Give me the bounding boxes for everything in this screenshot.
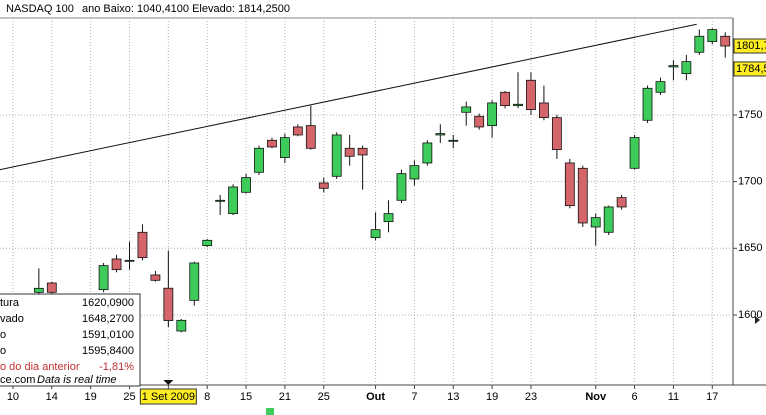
info-label: tura [0,297,20,309]
candle-body [228,186,239,215]
candle-body [98,265,109,291]
candle-body [189,262,200,301]
x-tick-label: 19 [85,391,97,403]
candle-body [370,229,381,239]
candle-body [305,125,316,149]
candle-body [46,282,57,293]
candle-body [513,103,523,107]
candle-body [655,81,666,93]
candle-body [202,239,213,247]
info-value: -1,81% [99,361,134,373]
candle-body [448,139,459,142]
info-label: o do dia anterior [0,361,80,373]
candle-body [435,133,446,136]
candle-body [254,147,264,173]
candle-body [461,106,472,113]
x-tick-label: 21 [279,391,291,403]
y-tick-label: 1600 [738,309,762,321]
candle-body [124,259,135,262]
info-value: 1595,8400 [82,345,134,357]
y-tick-label: 1750 [738,109,762,121]
x-tick-label: 23 [525,391,537,403]
candle-body [409,165,420,180]
candle-body [551,117,562,151]
x-tick-label: 17 [706,391,718,403]
chart-title: NASDAQ 100 [6,3,74,15]
chart-subtitle: ano Baixo: 1040,4100 Elevado: 1814,2500 [82,3,290,15]
info-value: 1591,0100 [82,329,134,341]
trend-line [0,23,697,171]
info-label: o [0,345,6,357]
info-box-frame [0,293,141,387]
candle-body [241,177,251,193]
x-tick-label: 15 [240,391,252,403]
x-tick-label: 6 [632,391,638,403]
candle-body [150,274,161,281]
candle-body [344,147,355,157]
info-label: o [0,329,6,341]
candle-body [422,142,433,164]
candle-body [357,147,368,156]
candle-body [318,182,329,189]
candle-body [280,137,290,159]
x-tick-label: 11 [668,391,679,403]
candle-body [267,139,277,148]
price-tag-label: 1784,5 [736,63,766,75]
x-tick-label: 1 Set 2009 [142,391,195,403]
candle-body [590,217,601,228]
candle-body [681,61,692,75]
x-tick-label: 14 [46,391,58,403]
candle-body [539,102,549,119]
candle-body [331,134,342,177]
info-label: vado [0,313,24,325]
x-tick-label: 10 [7,391,19,403]
candle-body [694,35,705,53]
x-tick-pointer [163,380,174,385]
candle-body [642,87,653,121]
candle-body [526,79,536,111]
info-value: 1620,0900 [82,297,134,309]
candle-body [603,206,614,233]
candle-body [111,258,122,271]
x-tick-label: 13 [447,391,459,403]
info-box: tura 1620,0900 vado 1648,2700 o 1591,0100 o 159… [0,293,141,387]
candle-body [577,167,588,224]
scroll-handle[interactable] [266,408,274,415]
candle-body [176,319,187,332]
x-tick-label: Out [366,391,385,403]
candle-body [474,115,485,128]
candle-body [33,287,44,293]
candle-body [396,173,407,201]
x-tick-highlight [139,388,197,405]
y-tick-label: 1650 [738,242,762,254]
y-tick-label: 1700 [738,176,762,188]
candle-body [292,126,303,136]
candle-body [215,199,226,202]
candle-body [616,197,627,208]
info-value: 1648,2700 [82,313,134,325]
price-tag [733,61,766,77]
candle-body [564,162,575,207]
x-tick-label: 19 [486,391,498,403]
price-tag-label: 1801,7 [736,40,766,52]
price-tag [733,38,766,54]
info-footer-note: Data is real time [37,374,116,386]
info-footer: ce.com [0,374,35,386]
x-tick-label: 25 [318,391,330,403]
candle-body [137,231,148,259]
scroll-marker[interactable] [755,316,760,324]
candle-body [383,213,394,223]
candle-body [500,91,510,107]
candle-body [629,137,640,169]
candle-body [487,102,498,127]
candle-body [668,65,679,68]
x-tick-label: 25 [123,391,135,403]
x-tick-label: 8 [204,391,210,403]
candle-body [720,35,731,47]
candle-body [163,287,174,321]
candle-body [707,29,718,43]
x-tick-label: Nov [585,391,607,403]
x-tick-label: 7 [411,391,417,403]
